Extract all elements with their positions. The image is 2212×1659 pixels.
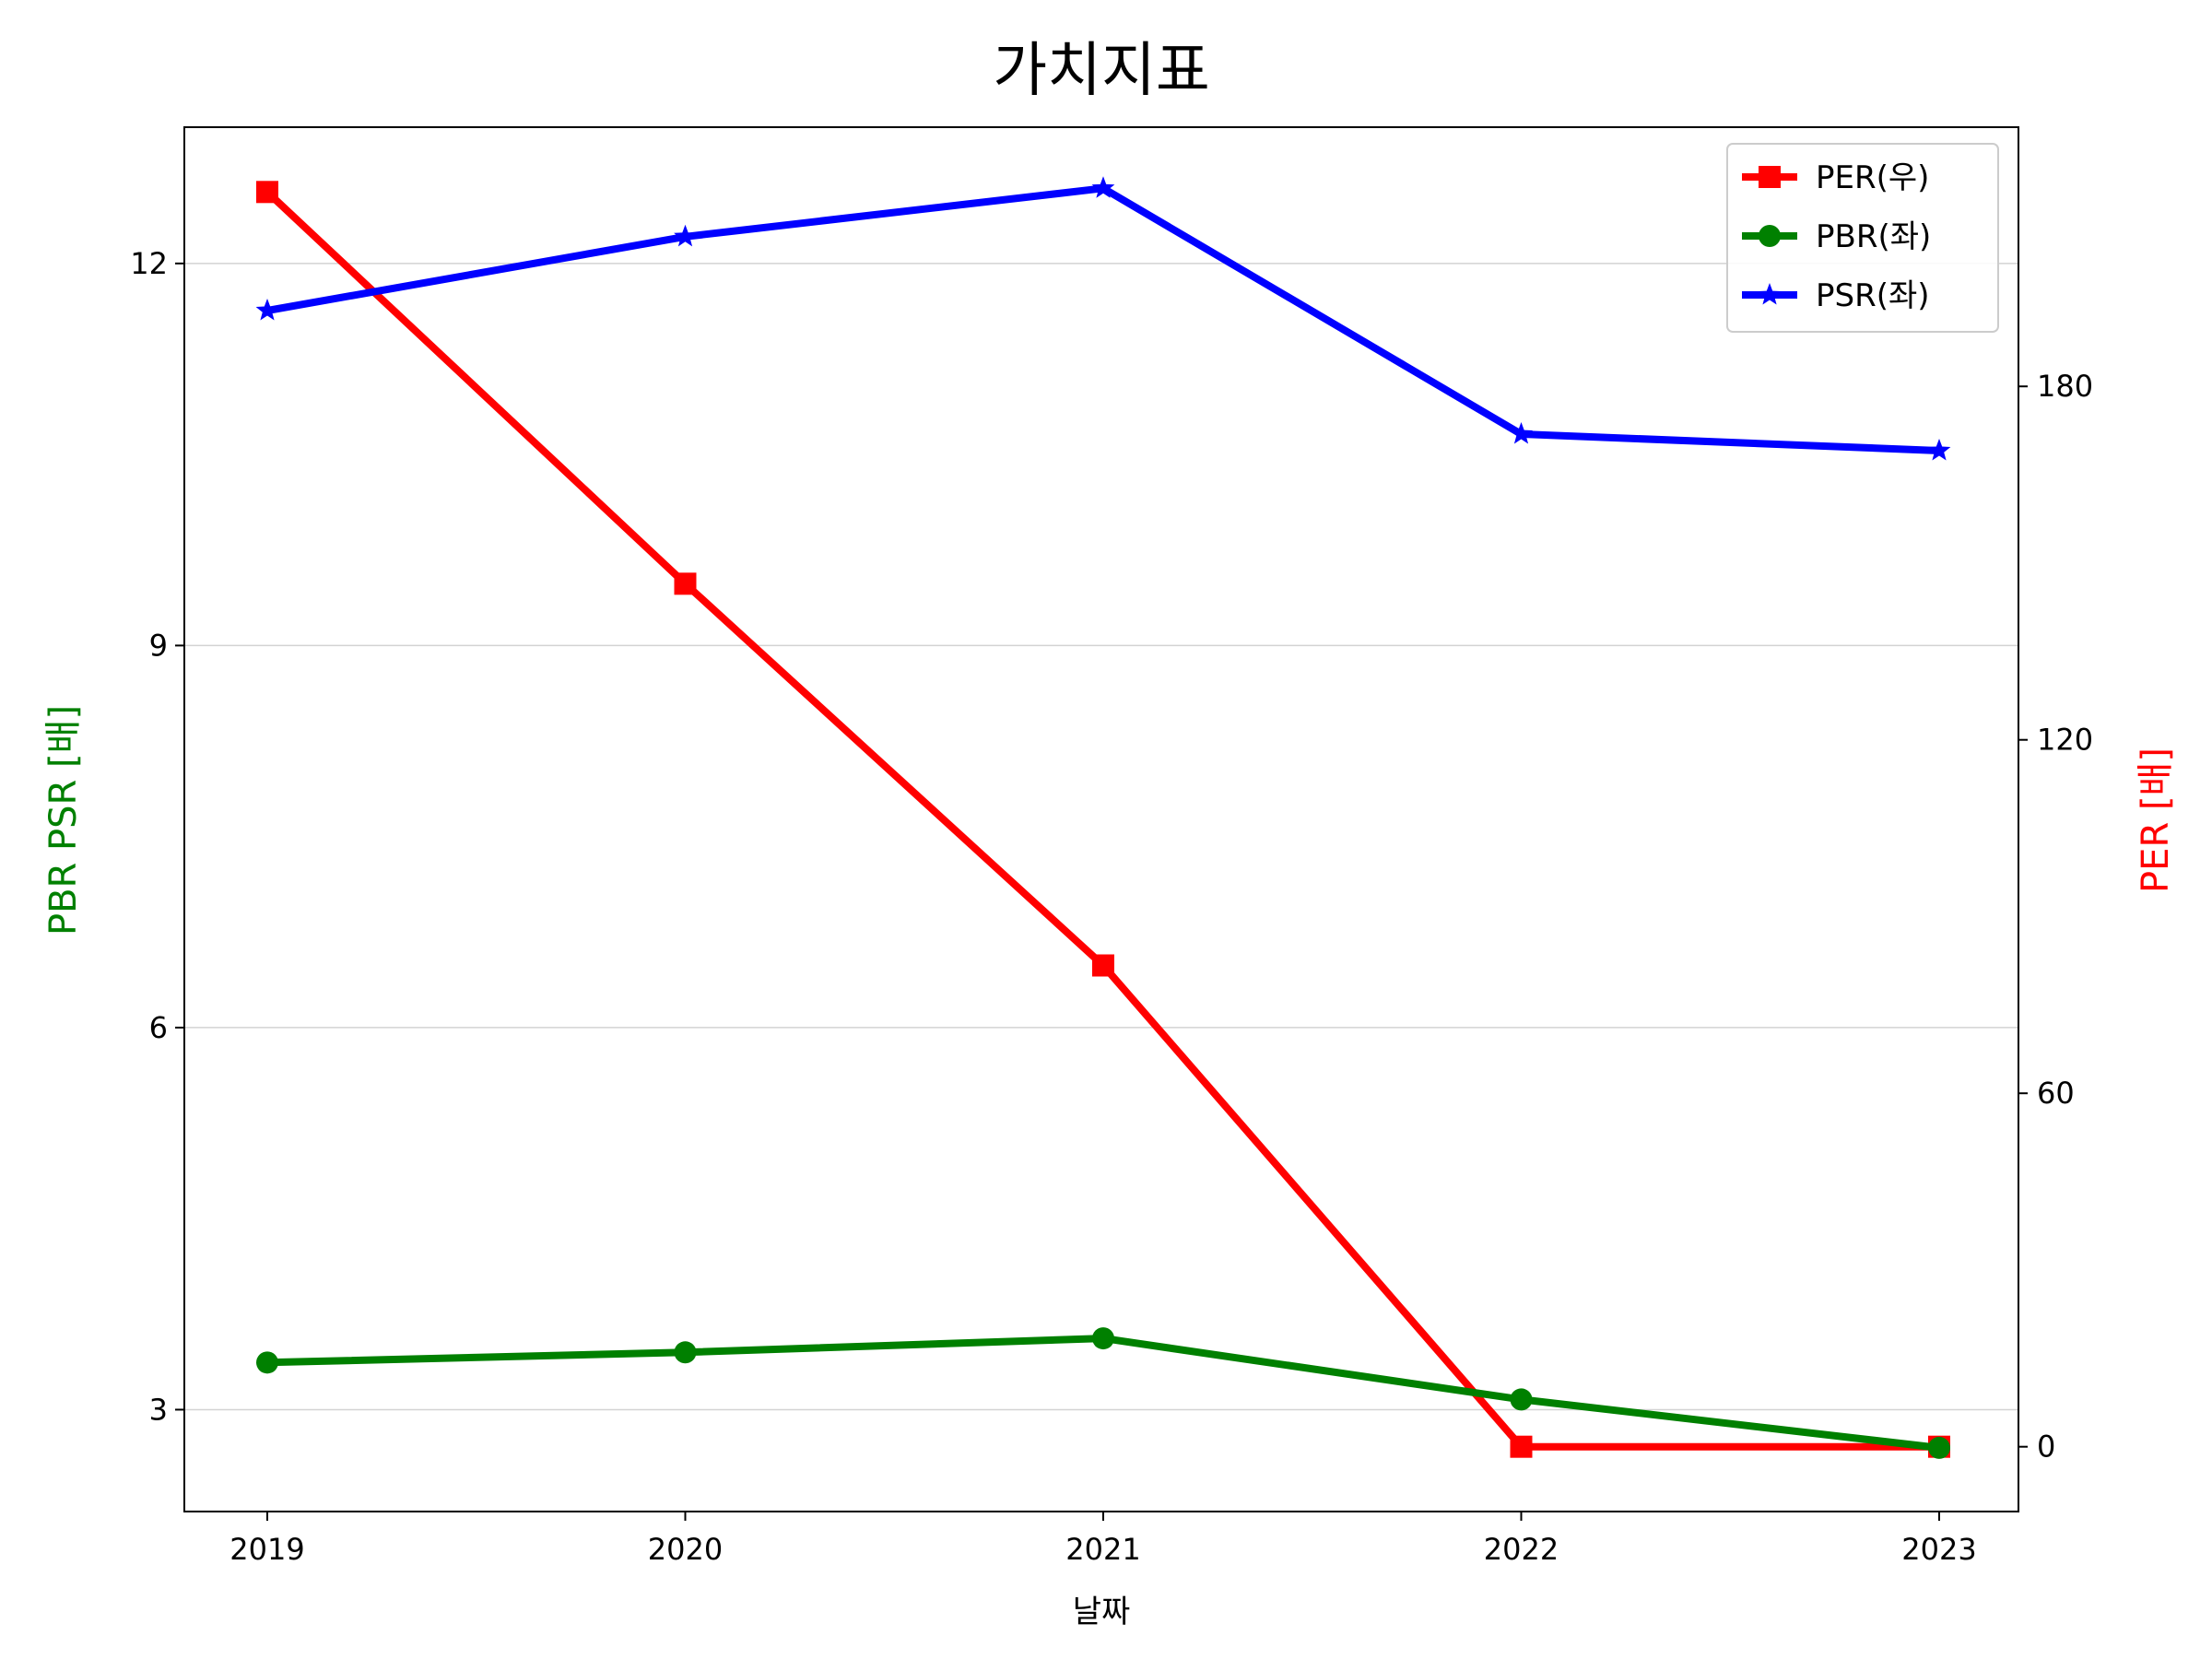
pbr-legend-label: PBR(좌) [1816,218,1931,255]
grid-lines [184,263,2018,1411]
plot-frame [183,126,2019,1512]
left-y-tick-label: 3 [149,1392,168,1427]
psr-legend-label: PSR(좌) [1816,277,1930,314]
per-legend-label: PER(우) [1816,159,1929,196]
pbr-data-point [1510,1388,1533,1411]
pbr-data-point [1092,1327,1114,1350]
psr-data-point [255,299,279,321]
x-tick-label: 2021 [1065,1532,1140,1567]
x-tick-label: 2019 [229,1532,304,1567]
legend: PER(우) PBR(좌) PSR(좌) [1726,143,1999,333]
x-axis-label: 날짜 [1073,1594,1131,1630]
left-y-tick-label: 9 [149,628,168,663]
x-tick-label: 2022 [1484,1532,1559,1567]
per-data-point [1092,954,1114,977]
pbr-data-point [674,1341,697,1364]
per-data-point [256,181,278,204]
legend-box [1726,143,1999,333]
per-legend-marker [1759,166,1781,188]
right-y-tick-label: 180 [2037,369,2093,404]
psr-legend-marker [1758,283,1782,305]
pbr-legend-marker [1759,225,1781,247]
right-y-tick-label: 120 [2037,723,2093,758]
left-y-tick-label: 12 [130,246,168,281]
right-y-tick-label: 60 [2037,1076,2075,1111]
pbr-data-point [256,1351,278,1374]
right-y-axis-label: PER [배] [2135,747,2177,893]
right-y-tick-label: 0 [2037,1430,2055,1465]
psr-data-point [1091,176,1115,198]
pbr-data-point [1928,1436,1950,1459]
x-tick-label: 2020 [648,1532,723,1567]
series-lines [255,176,1951,1459]
psr-data-point [1927,439,1951,461]
x-tick-label: 2023 [1901,1532,1976,1567]
psr-data-point [1510,422,1533,444]
per-data-point [674,572,697,595]
left-y-axis-label: PBR PSR [배] [42,705,85,935]
left-y-tick-label: 6 [149,1010,168,1045]
chart-title: 가치지표 [993,37,1210,105]
per-data-point [1510,1435,1533,1458]
psr-data-point [674,224,697,247]
